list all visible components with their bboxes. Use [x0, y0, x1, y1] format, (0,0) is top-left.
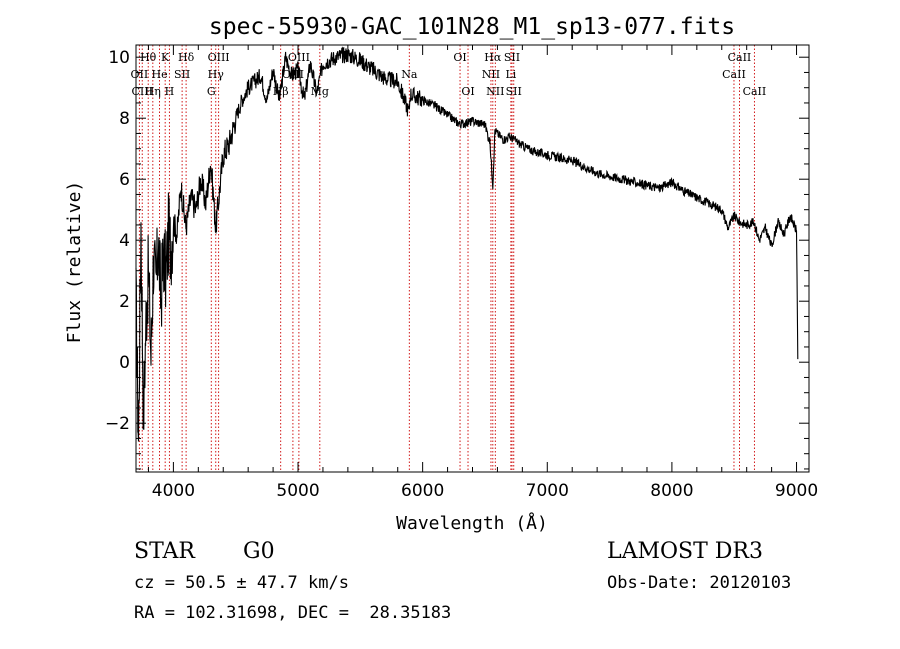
line-label-21: G	[207, 85, 216, 98]
x-tick-label-3: 7000	[526, 481, 569, 501]
redshift-readout: cz = 50.5 ± 47.7 km/s	[134, 573, 349, 593]
x-axis-label: Wavelength (Å)	[396, 512, 548, 534]
survey-name: LAMOST DR3	[607, 539, 763, 564]
line-label-12: Hγ	[208, 68, 225, 81]
spectral-subclass: G0	[243, 539, 275, 564]
x-axis: 4000 5000 6000 7000 8000 9000	[147, 45, 818, 501]
line-label-15: NII	[482, 68, 500, 81]
line-label-5: OI	[453, 51, 466, 64]
line-label-20: H	[165, 85, 175, 98]
line-label-18: CIII	[132, 85, 153, 98]
x-tick-label-0: 4000	[152, 481, 195, 501]
line-label-1: K	[161, 51, 170, 64]
coordinates: RA = 102.31698, DEC = 28.35183	[134, 603, 452, 623]
line-label-17: CaII	[722, 68, 746, 81]
y-tick-label-6: 10	[108, 48, 130, 68]
x-tick-label-5: 9000	[775, 481, 818, 501]
y-axis: −2 0 2 4 6 8 10	[105, 48, 809, 470]
line-label-2: Hδ	[178, 51, 195, 64]
object-class: STAR	[134, 539, 195, 564]
line-label-27: CaII	[743, 85, 767, 98]
line-label-16: Li	[505, 68, 516, 81]
y-tick-label-0: −2	[105, 414, 130, 434]
line-label-3: OIII	[208, 51, 230, 64]
y-tick-label-3: 4	[119, 231, 130, 251]
line-label-8: CaII	[728, 51, 752, 64]
line-label-7: SII	[504, 51, 520, 64]
x-tick-label-2: 6000	[401, 481, 444, 501]
line-label-4: OIII	[288, 51, 310, 64]
line-label-24: OI	[461, 85, 474, 98]
y-tick-label-2: 2	[119, 292, 130, 312]
line-label-9: OII	[131, 68, 149, 81]
line-label-0: Hθ	[140, 51, 157, 64]
line-label-11: SII	[174, 68, 190, 81]
line-label-19: Hη	[145, 85, 161, 98]
y-tick-label-5: 8	[119, 109, 130, 129]
line-label-23: Mg	[311, 85, 329, 98]
line-label-14: Na	[401, 68, 418, 81]
line-label-6: Hα	[484, 51, 502, 64]
line-label-25: NII	[486, 85, 504, 98]
line-label-10: He	[152, 68, 168, 81]
spectrum-series	[135, 46, 799, 442]
chart-title: spec-55930-GAC_101N28_M1_sp13-077.fits	[209, 14, 735, 40]
x-tick-label-1: 5000	[276, 481, 319, 501]
y-tick-label-4: 6	[119, 170, 130, 190]
x-tick-label-4: 8000	[650, 481, 693, 501]
y-axis-label: Flux (relative)	[64, 181, 85, 344]
obs-date: Obs-Date: 20120103	[607, 573, 792, 593]
y-tick-label-1: 0	[119, 353, 130, 373]
emission-line-markers	[138, 45, 755, 472]
line-label-26: SII	[506, 85, 522, 98]
